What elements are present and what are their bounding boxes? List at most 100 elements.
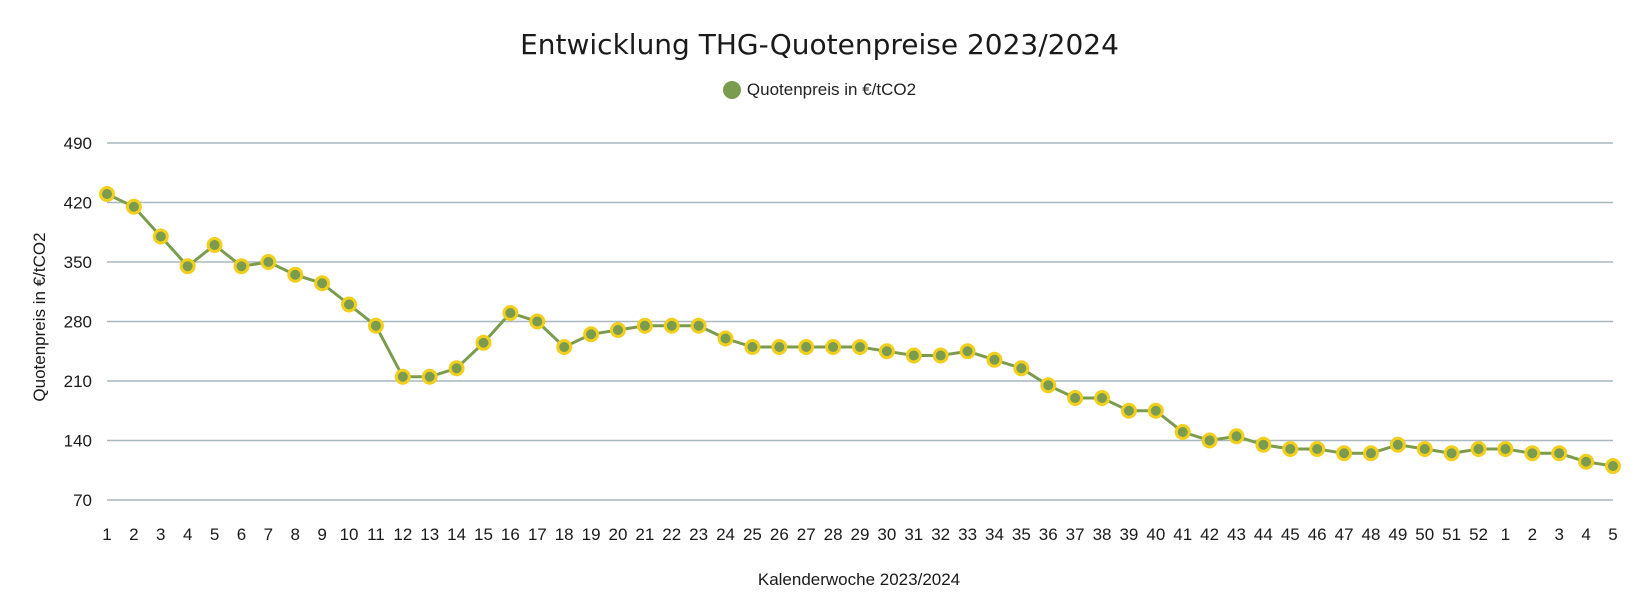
data-point[interactable]: [1201, 432, 1218, 449]
x-tick-label: 17: [528, 525, 547, 544]
x-tick-label: 34: [985, 525, 1004, 544]
x-tick-label: 32: [931, 525, 950, 544]
x-tick-label: 35: [1012, 525, 1031, 544]
data-point[interactable]: [287, 266, 304, 283]
data-point[interactable]: [1174, 424, 1191, 440]
x-tick-label: 12: [393, 525, 412, 544]
data-point[interactable]: [1524, 445, 1541, 462]
data-point[interactable]: [1605, 458, 1621, 474]
x-tick-label: 46: [1308, 525, 1327, 544]
data-point[interactable]: [1578, 453, 1595, 470]
x-tick-label: 10: [340, 525, 359, 544]
data-point[interactable]: [744, 339, 761, 355]
x-tick-label: 48: [1362, 525, 1381, 544]
series-line: [106, 192, 1614, 468]
data-points: [99, 186, 1621, 474]
x-tick-label: 1: [1501, 525, 1510, 544]
x-tick-label: 43: [1227, 525, 1246, 544]
data-point[interactable]: [1282, 441, 1299, 457]
x-tick-label: 3: [1554, 525, 1563, 544]
x-tick-label: 24: [716, 525, 735, 544]
x-tick-label: 18: [555, 525, 574, 544]
data-point[interactable]: [1255, 436, 1272, 453]
x-tick-label: 5: [210, 525, 219, 544]
data-point[interactable]: [341, 296, 358, 313]
x-tick-label: 52: [1469, 525, 1488, 544]
chart-title: Entwicklung THG-Quotenpreise 2023/2024: [520, 28, 1119, 61]
data-point[interactable]: [1040, 377, 1057, 394]
data-point[interactable]: [475, 334, 492, 351]
data-point[interactable]: [959, 343, 976, 360]
gridlines: [107, 142, 1613, 501]
data-point[interactable]: [771, 339, 788, 355]
x-tick-label: 28: [824, 525, 843, 544]
data-point[interactable]: [1470, 441, 1487, 457]
x-tick-label: 2: [1528, 525, 1537, 544]
data-point[interactable]: [583, 326, 600, 343]
x-tick-label: 14: [447, 525, 466, 544]
x-tick-label: 50: [1415, 525, 1434, 544]
y-tick-label: 140: [64, 432, 92, 451]
data-point[interactable]: [314, 275, 331, 292]
data-point[interactable]: [367, 317, 384, 334]
data-point[interactable]: [878, 343, 895, 360]
x-tick-label: 23: [689, 525, 708, 544]
data-point[interactable]: [99, 186, 115, 202]
data-point[interactable]: [394, 368, 411, 385]
x-tick-label: 20: [609, 525, 628, 544]
data-point[interactable]: [609, 322, 626, 338]
data-point[interactable]: [421, 368, 438, 385]
data-point[interactable]: [529, 313, 546, 330]
x-tick-label: 16: [501, 525, 520, 544]
data-point[interactable]: [1120, 402, 1137, 419]
data-point[interactable]: [1309, 441, 1326, 457]
data-point[interactable]: [1094, 390, 1111, 406]
legend-item-quotenpreis[interactable]: Quotenpreis in €/tCO2: [722, 80, 916, 100]
y-tick-label: 350: [64, 253, 92, 272]
data-point[interactable]: [1362, 445, 1379, 462]
data-point[interactable]: [1551, 445, 1568, 462]
data-point[interactable]: [448, 360, 465, 377]
data-point[interactable]: [1443, 445, 1460, 462]
data-point[interactable]: [125, 198, 142, 215]
data-point[interactable]: [1336, 445, 1353, 462]
y-tick-label: 70: [73, 491, 92, 510]
data-point[interactable]: [932, 347, 949, 364]
x-tick-label: 4: [183, 525, 192, 544]
data-point[interactable]: [1013, 360, 1030, 377]
x-tick-label: 4: [1581, 525, 1590, 544]
data-point[interactable]: [556, 339, 573, 355]
data-point[interactable]: [179, 258, 196, 275]
data-point[interactable]: [636, 317, 653, 334]
x-tick-label: 51: [1442, 525, 1461, 544]
data-point[interactable]: [905, 347, 922, 364]
data-point[interactable]: [206, 237, 223, 253]
x-tick-label: 25: [743, 525, 762, 544]
x-tick-label: 42: [1200, 525, 1219, 544]
data-point[interactable]: [260, 254, 277, 270]
data-point[interactable]: [1067, 390, 1084, 406]
data-point[interactable]: [1497, 441, 1514, 457]
x-tick-label: 27: [797, 525, 816, 544]
data-point[interactable]: [717, 330, 734, 347]
data-point[interactable]: [825, 339, 842, 355]
x-tick-label: 13: [420, 525, 439, 544]
data-point[interactable]: [1416, 441, 1433, 457]
data-point[interactable]: [690, 317, 707, 334]
data-point[interactable]: [152, 228, 169, 245]
data-point[interactable]: [233, 258, 250, 275]
x-tick-label: 29: [851, 525, 870, 544]
data-point[interactable]: [986, 351, 1003, 368]
x-tick-label: 5: [1608, 525, 1617, 544]
data-point[interactable]: [1147, 402, 1164, 419]
x-tick-label: 6: [237, 525, 246, 544]
x-tick-label: 8: [291, 525, 300, 544]
data-point[interactable]: [798, 339, 815, 355]
data-point[interactable]: [1228, 428, 1245, 445]
data-point[interactable]: [852, 339, 868, 355]
data-point[interactable]: [502, 305, 519, 321]
data-point[interactable]: [663, 317, 680, 334]
x-axis-label: Kalenderwoche 2023/2024: [758, 570, 960, 589]
data-point[interactable]: [1389, 436, 1406, 453]
